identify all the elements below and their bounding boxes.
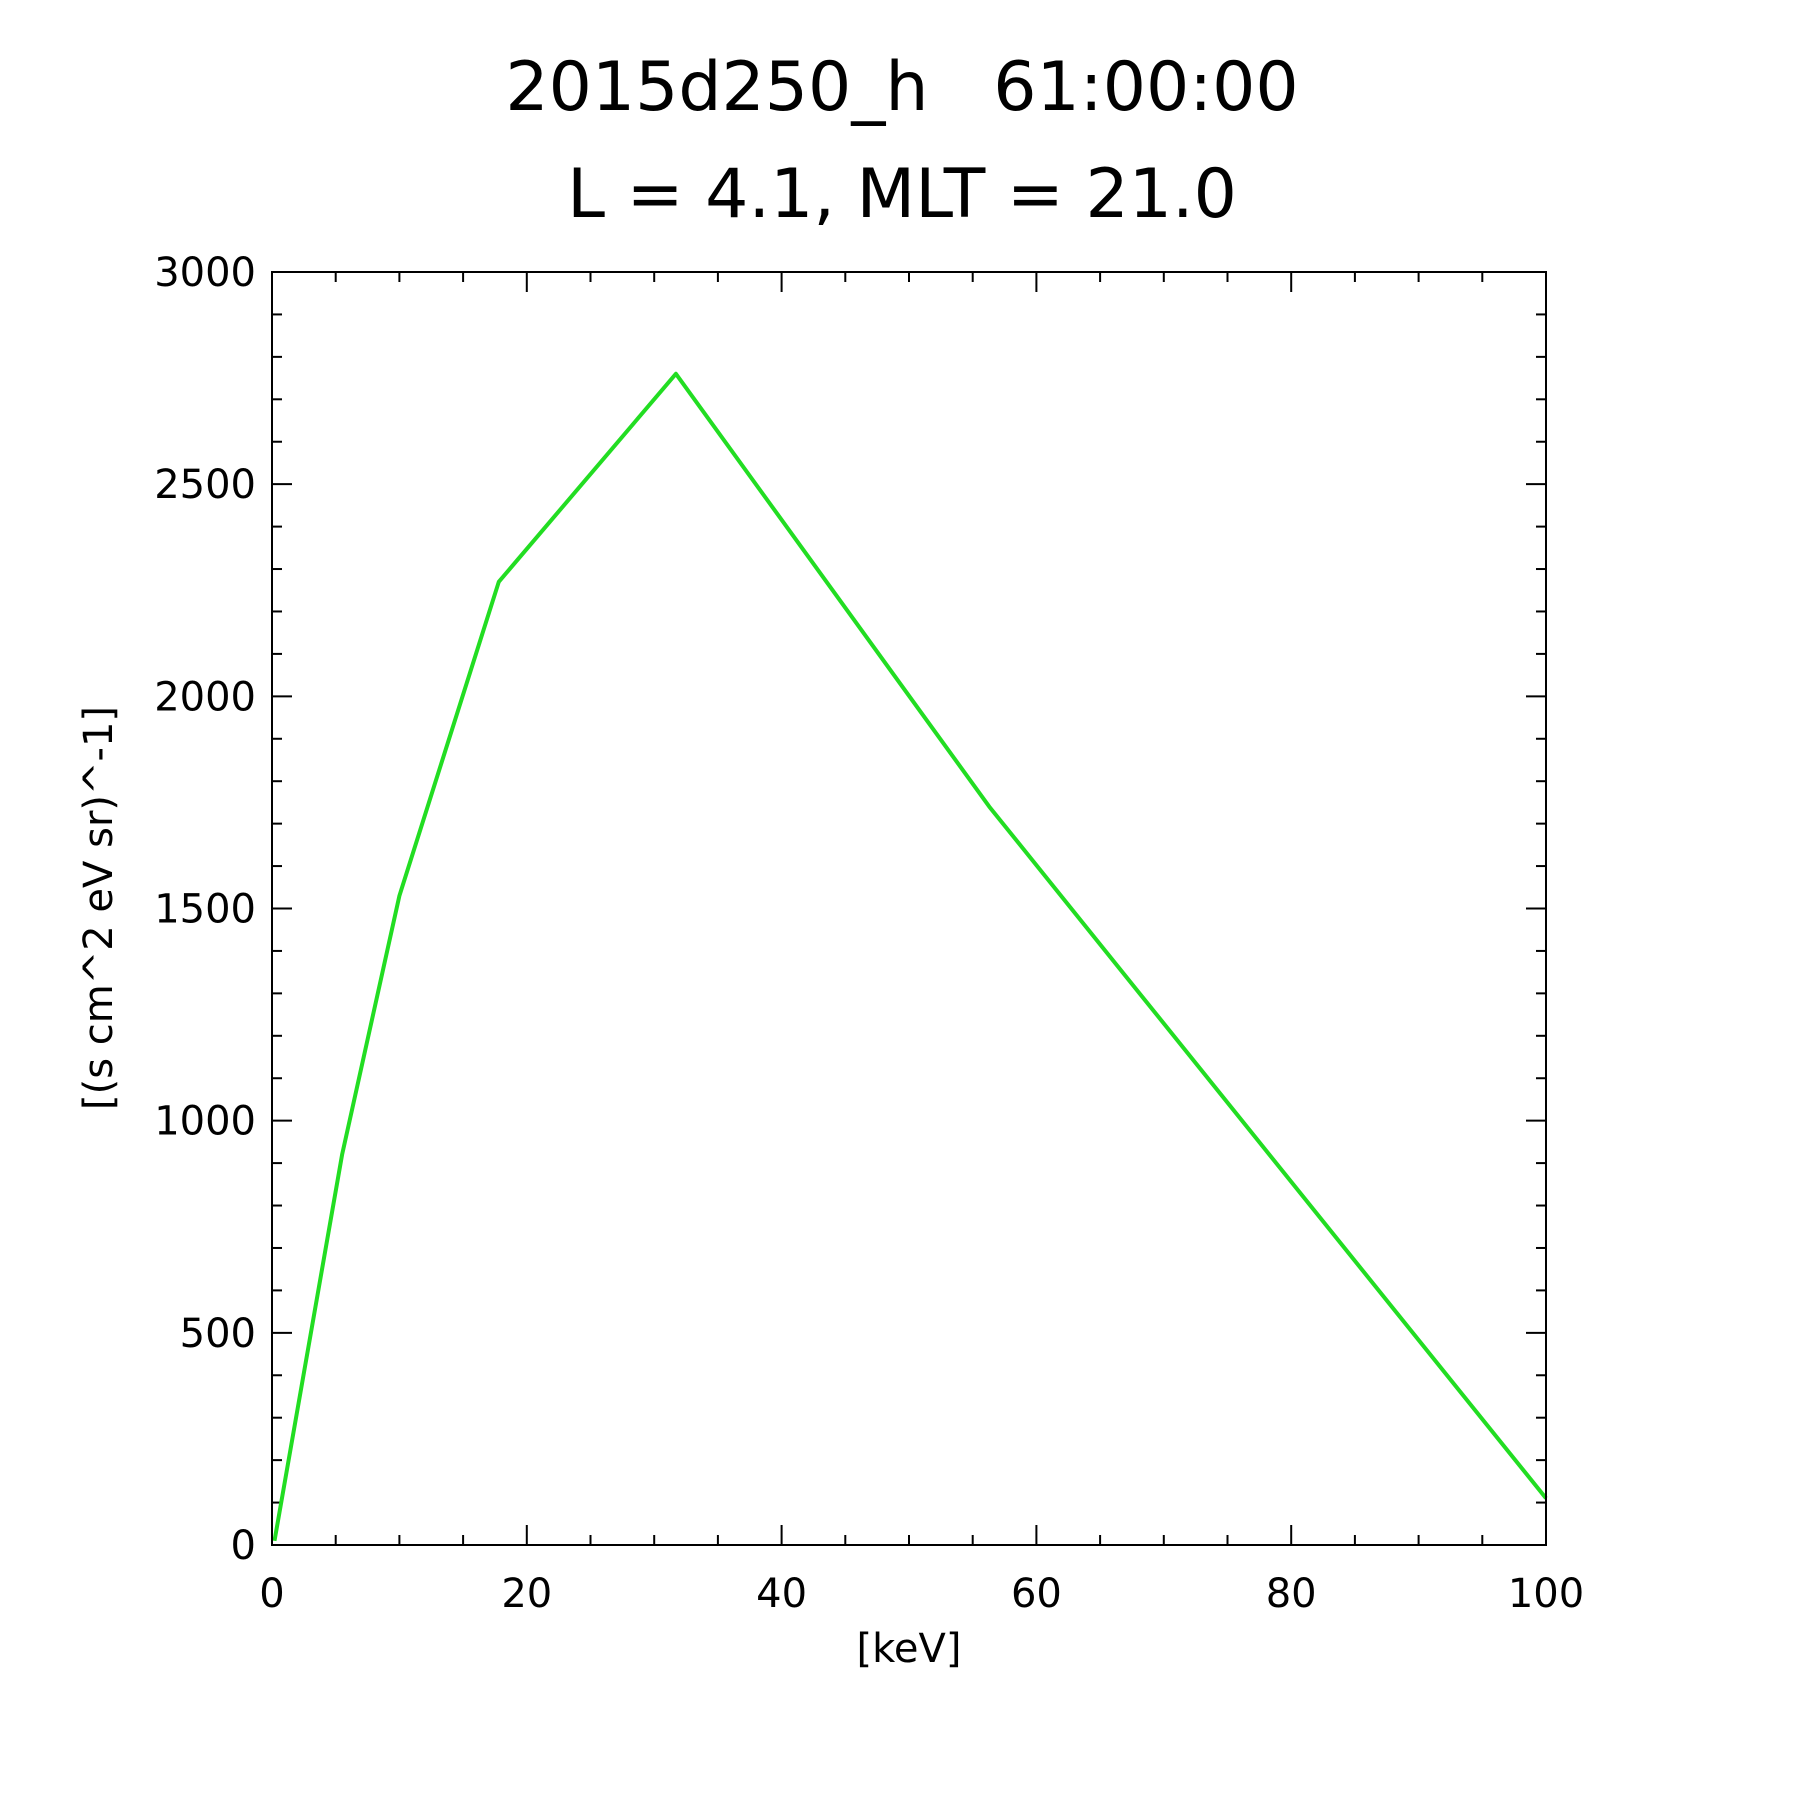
x-tick-label: 40 <box>756 1571 807 1617</box>
x-tick-label: 100 <box>1508 1571 1584 1617</box>
x-axis-label: [keV] <box>857 1626 962 1672</box>
chart-subtitle: L = 4.1, MLT = 21.0 <box>567 155 1237 234</box>
series-line-0 <box>272 371 1548 1542</box>
y-tick-label: 1000 <box>154 1099 256 1145</box>
y-tick-label: 1500 <box>154 887 256 933</box>
plot-frame <box>271 271 1547 1546</box>
axis-ticks <box>271 271 1547 1546</box>
y-axis-label: [(s cm^2 eV sr)^-1] <box>76 706 122 1110</box>
x-tick-label: 80 <box>1266 1571 1317 1617</box>
y-tick-label: 500 <box>180 1311 256 1357</box>
y-tick-label: 2500 <box>154 462 256 508</box>
x-tick-label: 0 <box>259 1571 284 1617</box>
y-tick-label: 2000 <box>154 674 256 720</box>
series-layer <box>272 371 1548 1542</box>
y-tick-label: 0 <box>231 1523 256 1569</box>
x-tick-label: 20 <box>501 1571 552 1617</box>
chart-title: 2015d250_h 61:00:00 <box>505 48 1298 127</box>
y-tick-label: 3000 <box>154 250 256 296</box>
x-tick-label: 60 <box>1011 1571 1062 1617</box>
